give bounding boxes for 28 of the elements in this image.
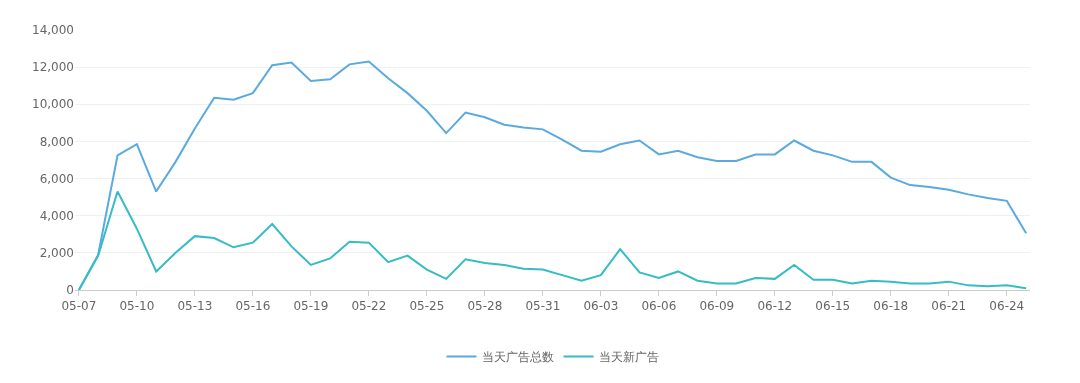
y-tick-label: 14,000 — [32, 23, 74, 38]
x-tick-label: 05-19 — [293, 299, 329, 314]
y-tick-label: 6,000 — [39, 171, 74, 186]
x-tick-label: 06-06 — [641, 299, 677, 314]
x-tick-label: 05-22 — [351, 299, 387, 314]
x-tick-label: 06-15 — [815, 299, 851, 314]
y-tick-label: 4,000 — [39, 208, 74, 223]
y-tick-label: 10,000 — [32, 97, 74, 112]
y-tick-label: 0 — [66, 283, 74, 298]
y-tick-label: 12,000 — [32, 60, 74, 75]
legend-label: 当天广告总数 — [481, 350, 554, 365]
x-tick-label: 05-16 — [235, 299, 271, 314]
x-tick-label: 05-10 — [119, 299, 155, 314]
x-tick-label: 06-09 — [699, 299, 735, 314]
x-tick-label: 06-24 — [989, 299, 1025, 314]
x-tick-label: 06-12 — [757, 299, 793, 314]
y-tick-label: 2,000 — [39, 246, 74, 261]
x-tick-label: 06-03 — [583, 299, 619, 314]
y-tick-label: 8,000 — [39, 134, 74, 149]
x-tick-label: 05-07 — [61, 299, 97, 314]
x-tick-label: 05-13 — [177, 299, 213, 314]
line-series — [77, 190, 1028, 290]
legend-label: 当天新广告 — [598, 350, 659, 365]
x-tick-label: 05-28 — [467, 299, 503, 314]
x-tick-label: 06-21 — [931, 299, 967, 314]
x-tick-label: 05-25 — [409, 299, 445, 314]
x-tick-label: 06-18 — [873, 299, 909, 314]
x-tick-label: 05-31 — [525, 299, 561, 314]
